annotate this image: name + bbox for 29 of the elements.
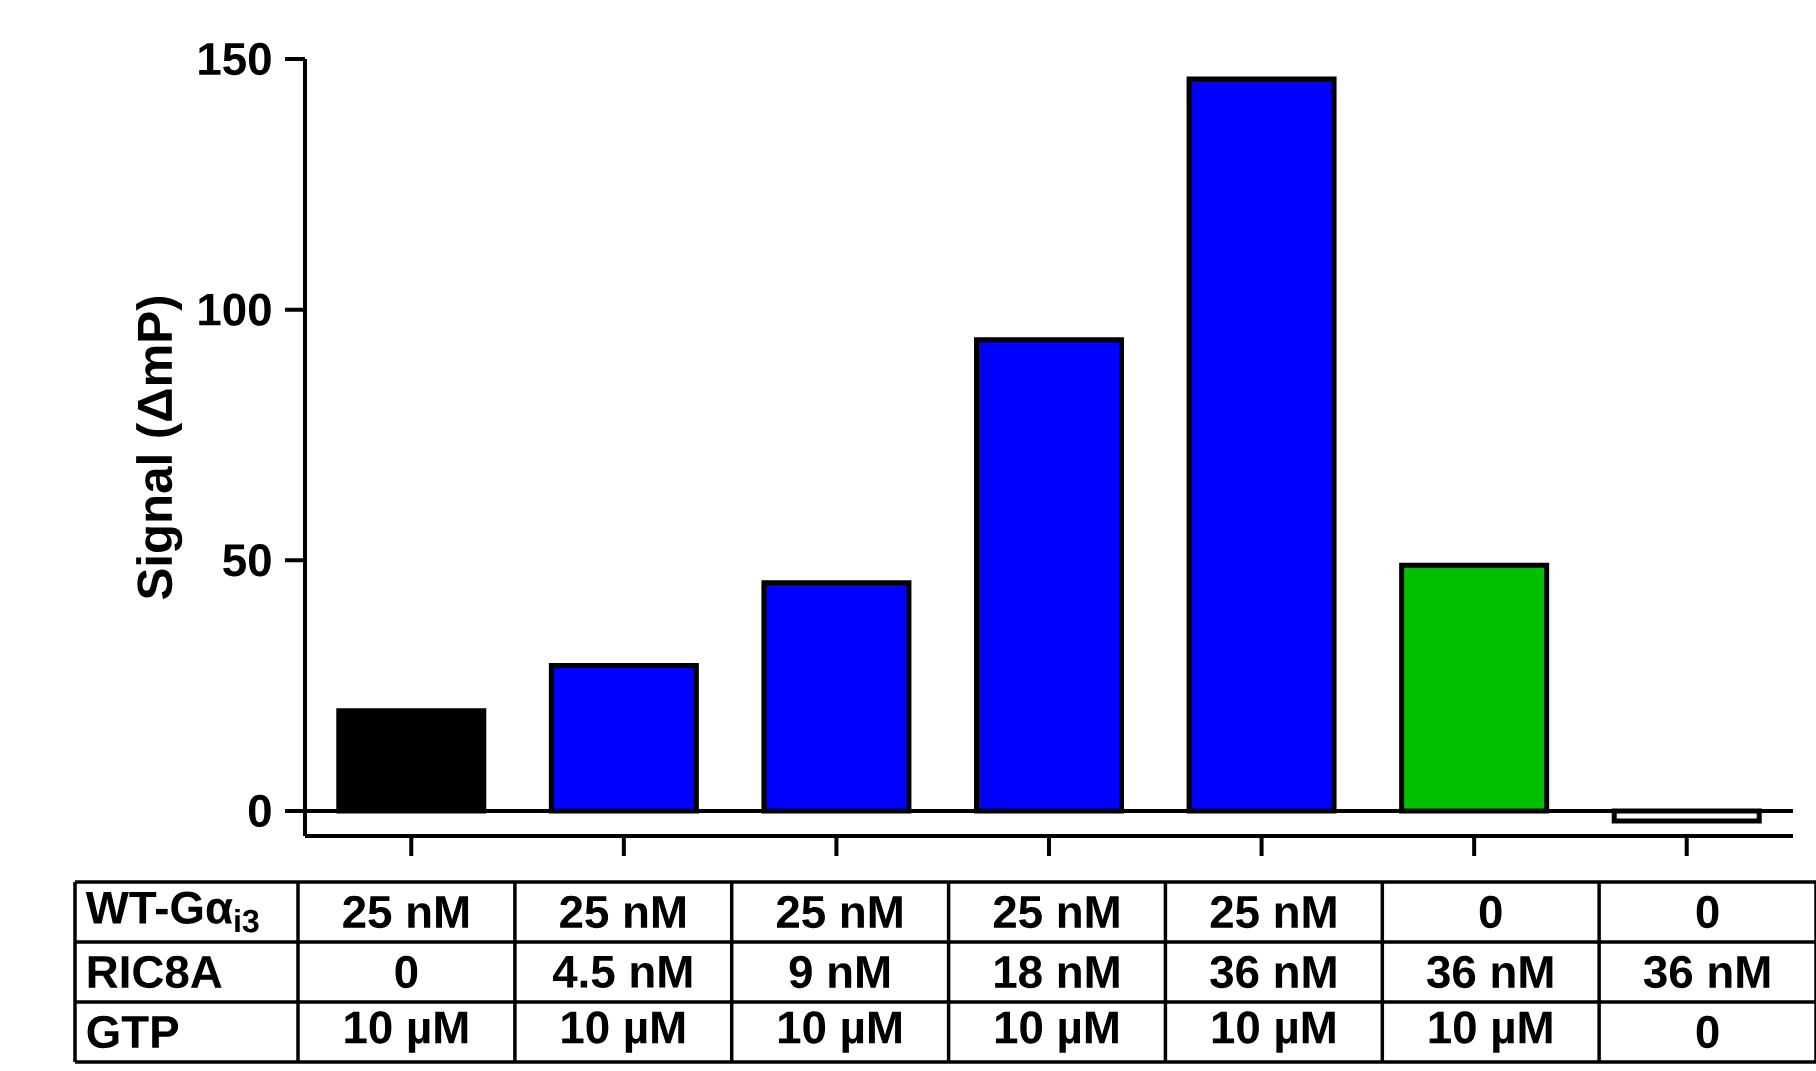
text: 10 µM [995,1011,1118,1053]
text: 25 nM [343,895,469,929]
text: RIC8A [88,955,222,989]
y-axis-title: Signal (ΔmP) [136,296,183,600]
text: 25 nM [1210,895,1336,929]
text: 36 nM [1427,955,1553,989]
text: 10 µM [1429,1011,1552,1053]
text: 9 nM [789,955,890,989]
text: 25 nM [776,895,902,929]
text: 18 nM [995,955,1119,989]
text: 10 µM [562,1011,685,1053]
text: 4.5 nM [552,956,692,988]
text: WT-Gα$_{i3}$ [85,891,259,933]
y-tick-label: 0 [248,794,271,828]
text: 25 nM [560,895,685,929]
text: 25 nM [993,895,1119,929]
text: 0 [1479,895,1502,929]
y-tick-label: 150 [199,42,271,76]
text: GTP [87,1015,179,1049]
y-tick-label: 100 [199,293,271,326]
y-tick-label: 50 [223,544,271,577]
text: 0 [1696,1015,1719,1049]
text: 0 [1696,895,1719,929]
text: 10 µM [779,1011,901,1053]
text: 36 nM [1643,955,1770,989]
text: 36 nM [1210,955,1336,989]
text: 10 µM [1212,1011,1335,1053]
text: 0 [395,955,418,989]
text: 10 µM [345,1011,468,1053]
